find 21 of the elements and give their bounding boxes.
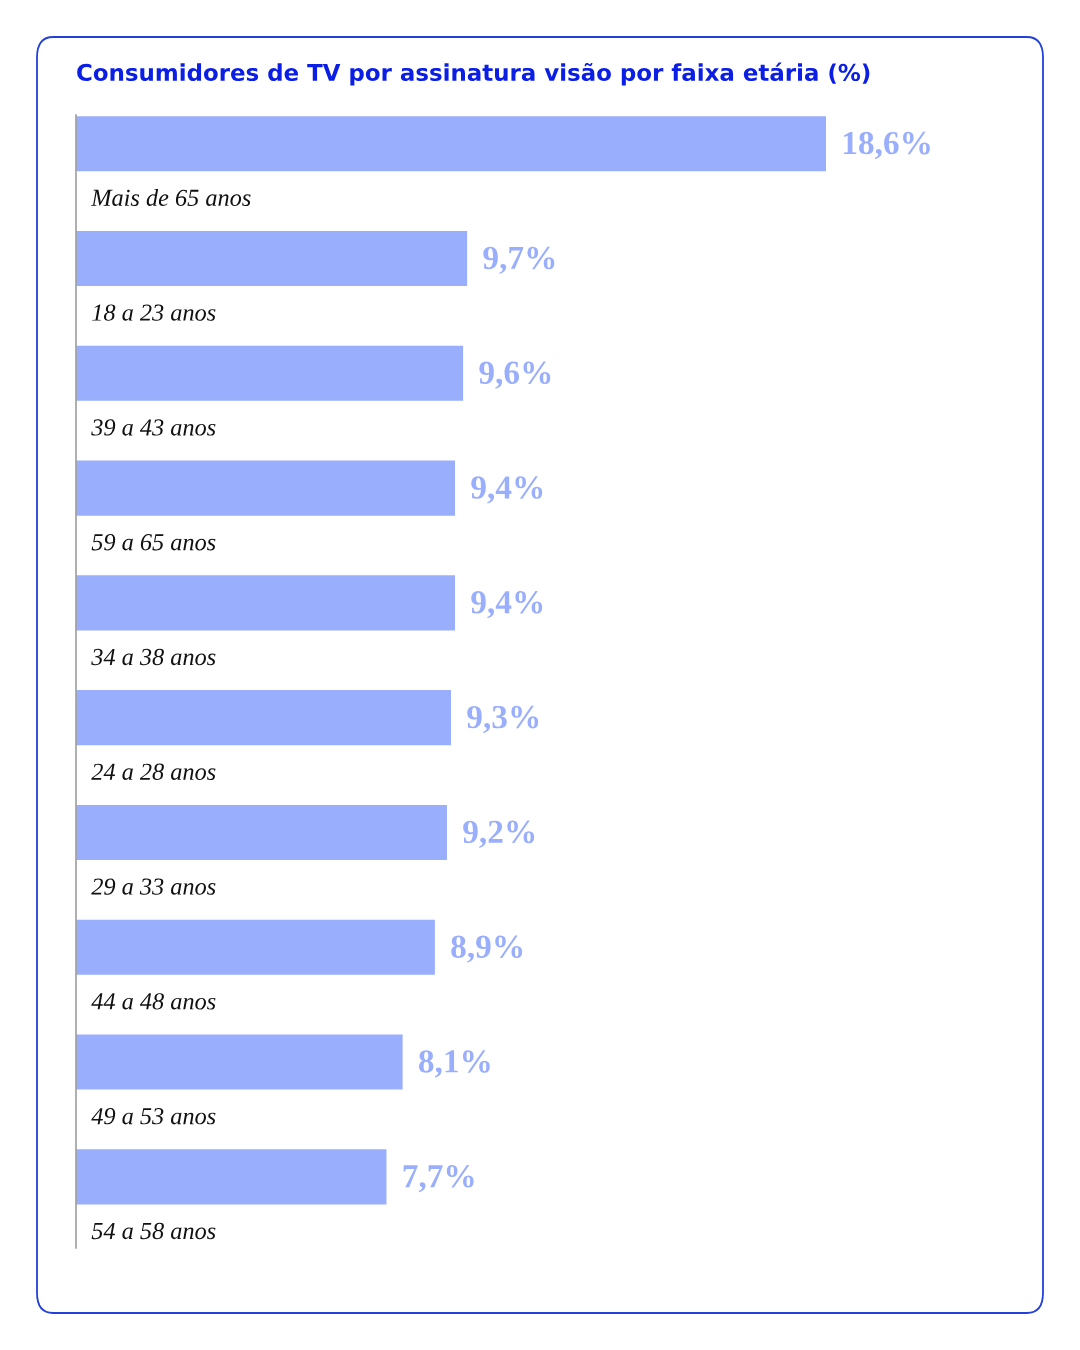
y-tick-label: 18 a 23 anos <box>92 304 216 321</box>
data-label: 9,6% <box>479 361 551 389</box>
y-tick-label: 24 a 28 anos <box>91 763 216 780</box>
data-label: 9,4% <box>471 476 543 504</box>
data-label: 8,1% <box>419 1050 490 1078</box>
data-label: 7,7% <box>403 1164 474 1193</box>
y-tick-label: 54 a 58 anos <box>91 1222 216 1240</box>
y-tick-label: 29 a 33 anos <box>91 878 216 895</box>
data-label: 9,2% <box>463 820 535 848</box>
data-label: 9,4% <box>471 591 543 619</box>
y-tick-label: 39 a 43 anos <box>91 419 216 436</box>
y-tick-label: 49 a 53 anos <box>91 1108 216 1125</box>
y-tick-label: Mais de 65 anos <box>90 188 251 207</box>
y-tick-label: 44 a 48 anos <box>91 993 216 1010</box>
data-label: 8,9% <box>451 935 523 963</box>
data-label: 9,3% <box>467 705 539 734</box>
data-label: 9,7% <box>483 246 555 274</box>
y-tick-label: 59 a 65 anos <box>91 534 216 551</box>
chart-title: Consumidores de TV por assinatura visão por faixa etária (%) <box>77 62 870 86</box>
y-tick-label: 34 a 38 anos <box>91 648 216 666</box>
data-label: 18,6% <box>843 131 930 160</box>
